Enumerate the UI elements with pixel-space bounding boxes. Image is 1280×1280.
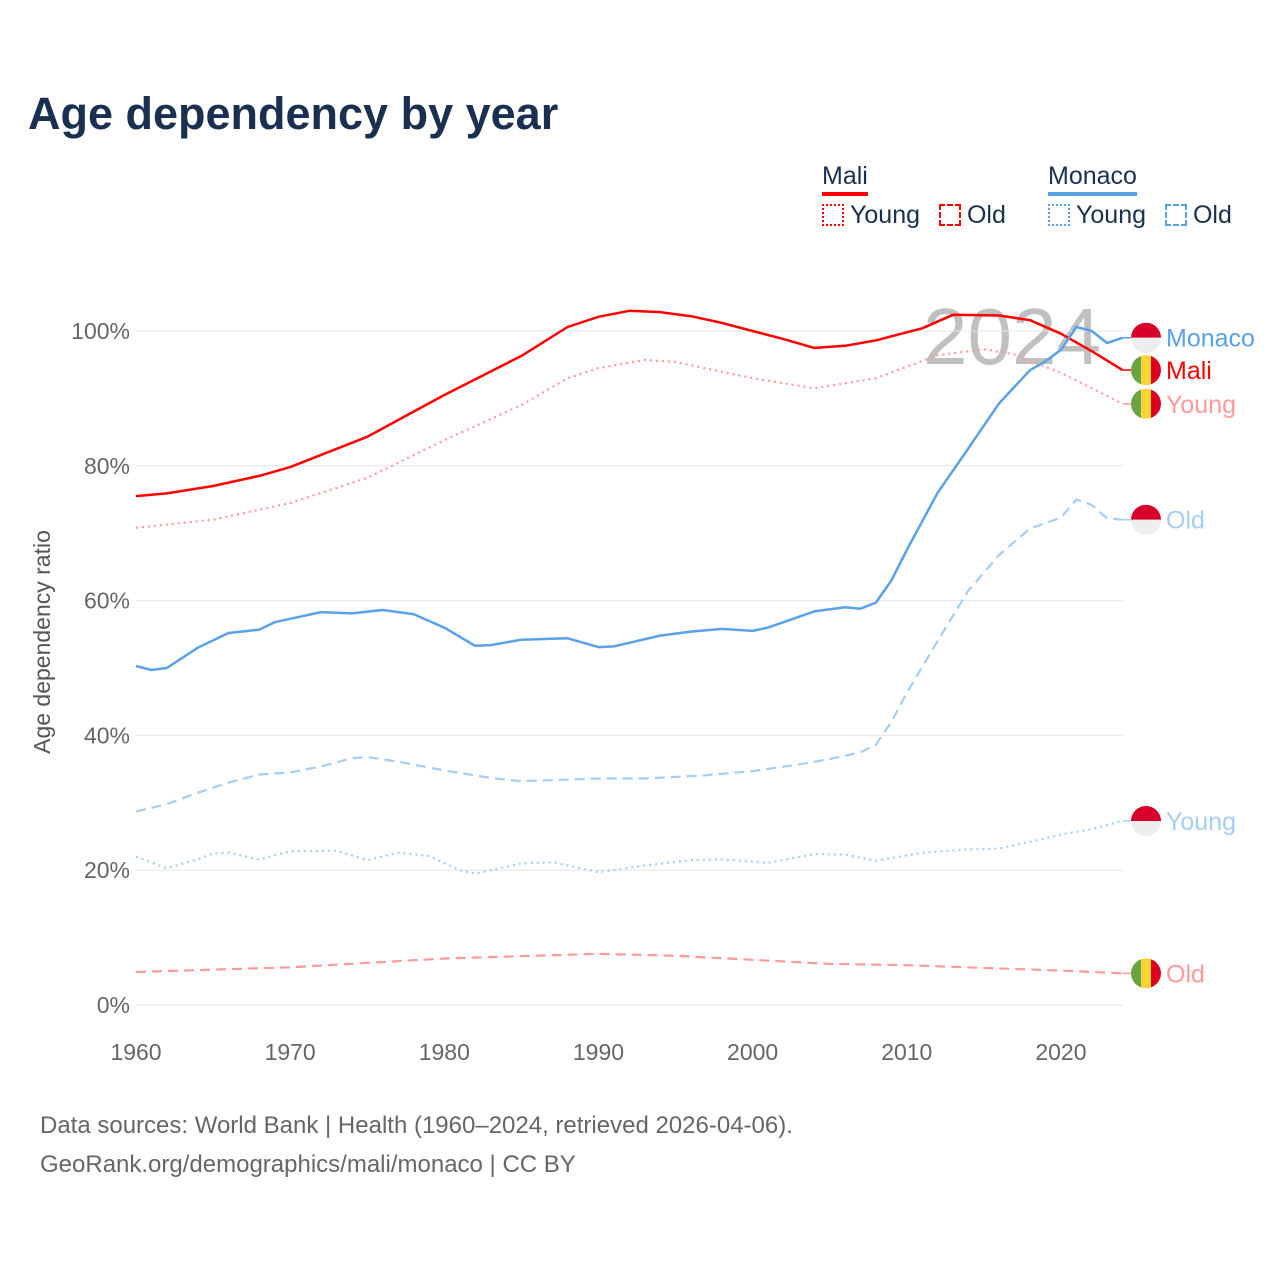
dashed-swatch-icon (938, 204, 961, 226)
legend-label: Old (966, 201, 1006, 229)
source-note: Data sources: World Bank | Health (1960–… (40, 1112, 793, 1139)
flag-stripe-white (1131, 519, 1161, 535)
flag-stripe-red (1131, 805, 1161, 821)
flag-stripe-green (1131, 355, 1141, 386)
legend-group-monaco: Monaco Young Old (1048, 162, 1232, 230)
flag-stripe-yellow (1141, 958, 1151, 989)
line-chart: 2024 0% 20% 40% 60% 80% 100% 1960 1970 1980 1990 2… (29, 292, 1255, 1065)
end-label: Monaco (1166, 325, 1255, 353)
legend-item-monaco-young[interactable]: Young (1048, 201, 1146, 229)
y-tick-label: 0% (97, 992, 130, 1018)
y-tick-label: 60% (84, 588, 130, 614)
dashed-swatch-icon (1164, 204, 1187, 226)
mali-flag-icon (1131, 388, 1161, 419)
series-line-mali-young (135, 348, 1124, 529)
flag-stripe-yellow (1141, 388, 1151, 419)
flag-stripe-red (1151, 958, 1161, 989)
chart-title: Age dependency by year (28, 88, 559, 139)
monaco-flag-icon (1131, 805, 1161, 836)
flag-stripe-green (1131, 388, 1141, 419)
dotted-swatch-icon (1048, 204, 1070, 226)
flag-fill (1131, 355, 1161, 386)
x-tick-label: 2020 (1035, 1039, 1086, 1065)
flag-stripe-red (1151, 388, 1161, 419)
end-label: Young (1166, 808, 1236, 836)
y-tick-label: 20% (84, 857, 130, 883)
legend-item-mali-old[interactable]: Old (938, 201, 1006, 229)
x-tick-label: 2000 (727, 1039, 778, 1065)
mali-flag-icon (1131, 958, 1161, 989)
legend-country-monaco[interactable]: Monaco (1048, 162, 1137, 196)
legend-item-monaco-old[interactable]: Old (1164, 201, 1232, 229)
monaco-flag-icon (1131, 322, 1161, 353)
flag-fill (1131, 388, 1161, 419)
flag-stripe-red (1131, 504, 1161, 520)
monaco-flag-icon (1131, 504, 1161, 535)
attribution-link[interactable]: GeoRank.org/demographics/mali/monaco | C… (40, 1151, 576, 1178)
end-label: Young (1166, 391, 1236, 419)
legend-label: Young (1076, 201, 1146, 229)
legend-label: Young (850, 201, 920, 229)
legend-country-mali[interactable]: Mali (822, 162, 868, 196)
y-tick-label: 80% (84, 453, 130, 479)
flag-fill (1131, 322, 1161, 353)
x-tick-label: 1960 (110, 1039, 161, 1065)
flag-stripe-green (1131, 958, 1141, 989)
dotted-swatch-icon (822, 204, 844, 226)
y-tick-label: 40% (84, 722, 130, 748)
x-tick-label: 1990 (573, 1039, 624, 1065)
flag-stripe-white (1131, 337, 1161, 353)
legend-label: Old (1192, 201, 1232, 229)
year-watermark: 2024 (923, 292, 1101, 381)
legend-group-mali: Mali Young Old (822, 162, 1006, 230)
legend-item-mali-young[interactable]: Young (822, 201, 920, 229)
series-line-monaco-old (135, 498, 1123, 813)
x-tick-label: 2010 (881, 1039, 932, 1065)
series-line-monaco-young (135, 819, 1123, 875)
flag-fill (1131, 504, 1161, 535)
end-label: Old (1166, 507, 1205, 535)
series-line-monaco (135, 325, 1124, 672)
series-line-mali-old (135, 952, 1123, 975)
end-label: Old (1166, 960, 1205, 988)
end-label: Mali (1166, 357, 1212, 385)
flag-stripe-yellow (1141, 355, 1151, 386)
x-tick-label: 1970 (265, 1039, 316, 1065)
flag-fill (1131, 958, 1161, 989)
flag-stripe-white (1131, 820, 1161, 836)
mali-flag-icon (1131, 355, 1161, 386)
y-axis-label: Age dependency ratio (29, 530, 55, 754)
flag-stripe-red (1151, 355, 1161, 386)
footer: Data sources: World Bank | Health (1960–… (40, 1106, 793, 1184)
flag-stripe-red (1131, 322, 1161, 338)
series-line-mali (135, 309, 1124, 498)
flag-fill (1131, 805, 1161, 836)
x-tick-label: 1980 (419, 1039, 470, 1065)
y-tick-label: 100% (71, 318, 130, 344)
